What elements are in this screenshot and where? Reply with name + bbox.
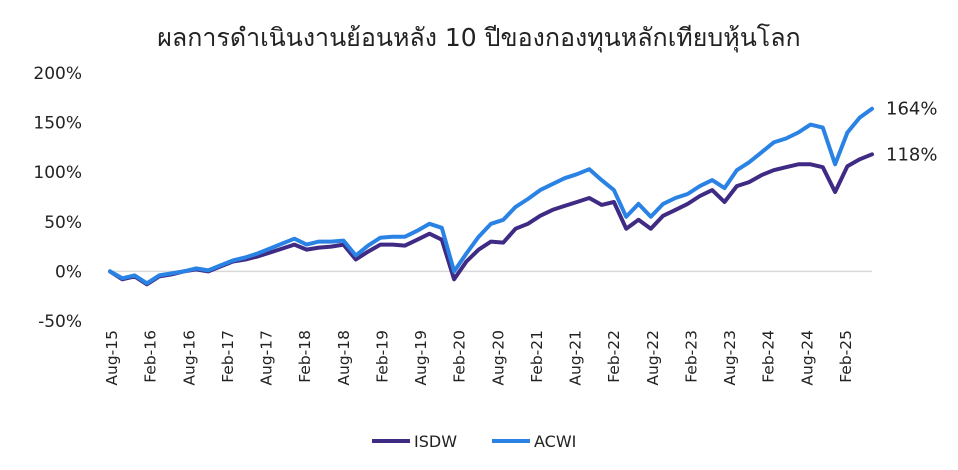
x-tick-label: Feb-22 [605,330,623,383]
x-tick-label: Feb-24 [760,330,778,383]
legend-label-isdw: ISDW [414,432,457,451]
y-tick-label: 0% [55,262,82,282]
y-tick-label: 50% [44,213,82,233]
y-tick-label: 150% [33,114,82,134]
x-tick-label: Feb-25 [837,330,855,383]
legend-label-acwi: ACWI [534,432,576,451]
y-tick-label: -50% [38,312,82,332]
x-tick-label: Aug-22 [644,330,662,386]
x-tick-label: Aug-18 [335,330,353,386]
x-tick-label: Aug-17 [258,330,276,386]
x-tick-label: Aug-15 [103,330,121,386]
x-tick-label: Feb-18 [296,330,314,383]
x-tick-label: Feb-16 [142,330,160,383]
chart-title: ผลการดำเนินงานย้อนหลัง 10 ปีของกองทุนหลั… [157,23,801,52]
y-tick-label: 200% [33,64,82,84]
x-tick-label: Aug-16 [180,330,198,386]
x-tick-label: Feb-23 [682,330,700,383]
x-tick-label: Aug-23 [721,330,739,386]
x-tick-label: Aug-19 [412,330,430,386]
x-tick-label: Feb-20 [451,330,469,383]
x-tick-label: Aug-20 [489,330,507,386]
x-tick-label: Feb-21 [528,330,546,383]
end-label-acwi: 164% [886,99,937,120]
x-tick-label: Aug-21 [567,330,585,386]
x-tick-label: Feb-19 [373,330,391,383]
x-tick-label: Feb-17 [219,330,237,383]
x-tick-label: Aug-24 [798,330,816,386]
end-label-isdw: 118% [886,144,937,165]
series-line-acwi [108,106,874,286]
y-tick-label: 100% [33,163,82,183]
